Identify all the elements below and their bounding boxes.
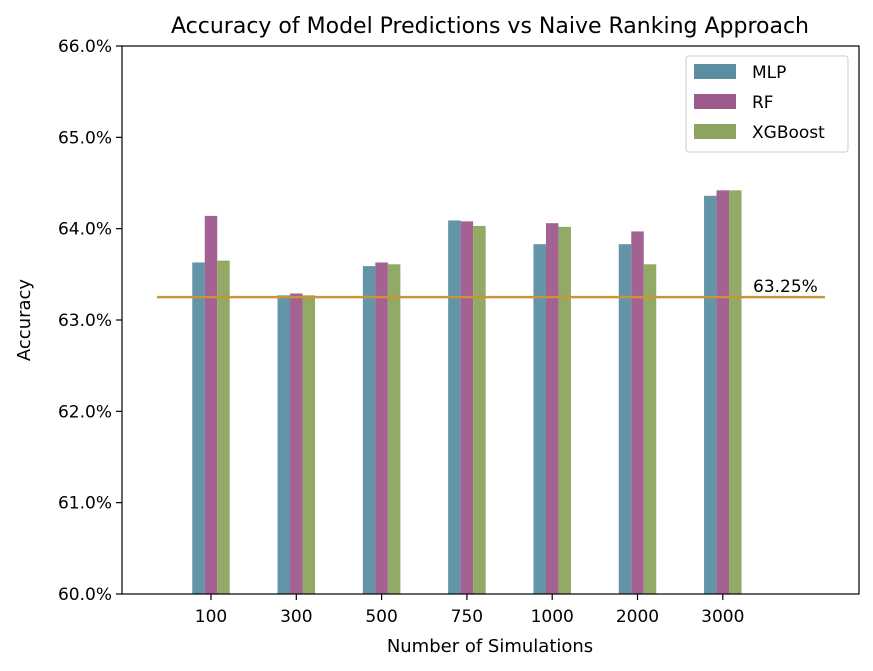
bar-rf-500 [375, 262, 388, 594]
bar-mlp-2000 [618, 244, 632, 594]
y-tick-label: 66.0% [58, 37, 112, 57]
x-tick-label: 2000 [616, 607, 659, 627]
bar-xgboost-2000 [643, 264, 657, 594]
x-tick-label: 750 [451, 607, 483, 627]
x-axis-label: Number of Simulations [387, 636, 593, 657]
x-tick-label: 3000 [701, 607, 744, 627]
bar-rf-2000 [631, 231, 644, 594]
x-tick-label: 1000 [531, 607, 574, 627]
bar-mlp-500 [362, 266, 376, 594]
bar-mlp-300 [277, 295, 291, 594]
bar-rf-1000 [545, 223, 559, 594]
reference-line-label: 63.25% [753, 277, 818, 297]
legend-swatch-xgboost [694, 124, 736, 139]
legend-label-mlp: MLP [752, 63, 786, 83]
x-tick-label: 100 [195, 607, 227, 627]
bar-xgboost-3000 [729, 190, 742, 594]
bar-rf-100 [204, 215, 218, 594]
y-tick-label: 62.0% [58, 402, 112, 422]
y-tick-label: 60.0% [58, 585, 112, 605]
y-tick-label: 63.0% [58, 311, 112, 331]
bar-mlp-100 [192, 262, 205, 594]
legend-label-rf: RF [752, 93, 774, 113]
bar-xgboost-1000 [558, 226, 571, 594]
bar-rf-750 [460, 221, 474, 595]
chart-title: Accuracy of Model Predictions vs Naive R… [171, 14, 809, 39]
legend-label-xgboost: XGBoost [752, 123, 825, 143]
legend-swatch-rf [694, 94, 736, 109]
bar-rf-300 [290, 293, 303, 594]
bar-xgboost-750 [473, 225, 486, 594]
bars-group [192, 190, 742, 595]
y-tick-label: 64.0% [58, 220, 112, 240]
bar-mlp-750 [448, 220, 461, 594]
y-tick-label: 65.0% [58, 128, 112, 148]
bar-xgboost-300 [302, 295, 316, 594]
bar-xgboost-500 [387, 264, 401, 594]
bar-mlp-1000 [533, 244, 546, 594]
legend-swatch-mlp [694, 64, 736, 79]
y-axis: 60.0% 61.0% 62.0% 63.0% 64.0% 65.0% 66.0% [58, 37, 122, 605]
y-tick-label: 61.0% [58, 494, 112, 514]
bar-xgboost-100 [217, 260, 230, 594]
x-tick-label: 500 [365, 607, 397, 627]
x-tick-label: 300 [280, 607, 312, 627]
y-axis-label: Accuracy [14, 279, 35, 362]
legend: MLP RF XGBoost [685, 55, 849, 153]
bar-mlp-3000 [704, 195, 717, 595]
x-axis: 100 300 500 750 1000 2000 3000 [195, 594, 744, 627]
reference-line-group: 63.25% [157, 277, 825, 299]
bar-rf-3000 [716, 190, 730, 594]
